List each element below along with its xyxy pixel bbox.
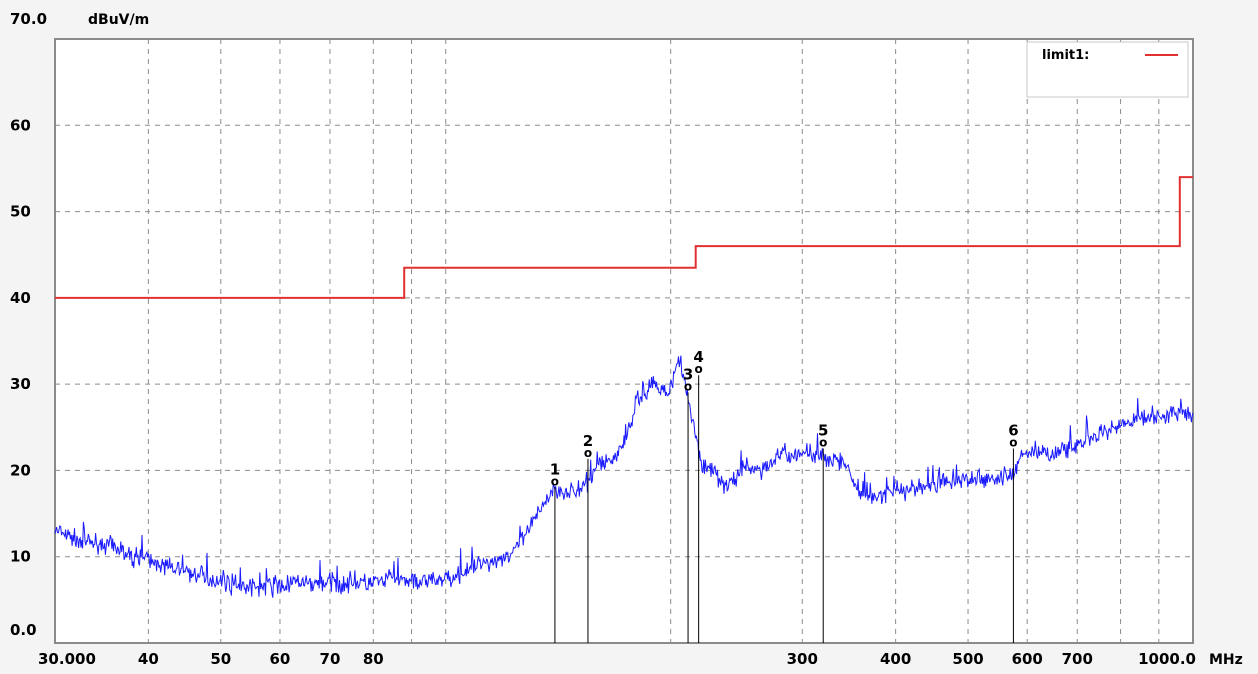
x-unit-label: MHz [1209,652,1243,668]
plot-area [55,39,1193,643]
x-tick-label: 300 [787,650,818,668]
x-tick-label: 80 [363,650,384,668]
limit-line [55,176,1193,299]
marker-symbol: o [684,379,692,393]
marker-label: 6 [1008,422,1018,440]
plot-frame [54,38,1194,644]
x-tick-label: 600 [1012,650,1043,668]
y-tick-label: 40 [10,289,31,307]
marker-label: 4 [693,348,703,366]
x-tick-label: 400 [880,650,911,668]
marker-symbol: o [584,446,592,460]
marker-symbol: o [695,362,703,376]
marker-symbol: o [819,436,827,450]
marker-label: 5 [818,422,828,440]
x-tick-label: 700 [1062,650,1093,668]
y-unit-label: dBuV/m [88,12,149,28]
y-tick-label: 30 [10,375,31,393]
y-tick-label: 20 [10,461,31,479]
legend: limit1: [1026,41,1189,98]
legend-label-limit1: limit1: [1042,48,1089,63]
x-tick-label: 30.000 [38,650,96,668]
legend-box [1026,41,1189,98]
grid-layer [55,39,1193,643]
marker-label: 2 [583,432,593,450]
y-tick-label: 60 [10,116,31,134]
x-tick-label: 500 [952,650,983,668]
y-tick-label: 70.0 [10,10,47,28]
marker-symbol: o [551,474,559,488]
y-tick-label: 0.0 [10,621,37,639]
x-tick-label: 1000.0 [1138,650,1196,668]
measured-trace [54,355,1194,598]
marker-label: 1 [550,460,560,478]
marker-label: 3 [683,365,693,383]
marker-symbol: o [1009,436,1017,450]
axis-layer: dBuV/m MHz 0.0 10 20 30 40 50 60 70.0 30.000 40 50… [10,10,1243,668]
y-tick-label: 50 [10,203,31,221]
x-tick-label: 40 [138,650,159,668]
x-tick-label: 70 [320,650,341,668]
series-layer [54,176,1194,598]
x-tick-label: 60 [270,650,291,668]
y-tick-label: 10 [10,548,31,566]
x-tick-label: 50 [210,650,231,668]
